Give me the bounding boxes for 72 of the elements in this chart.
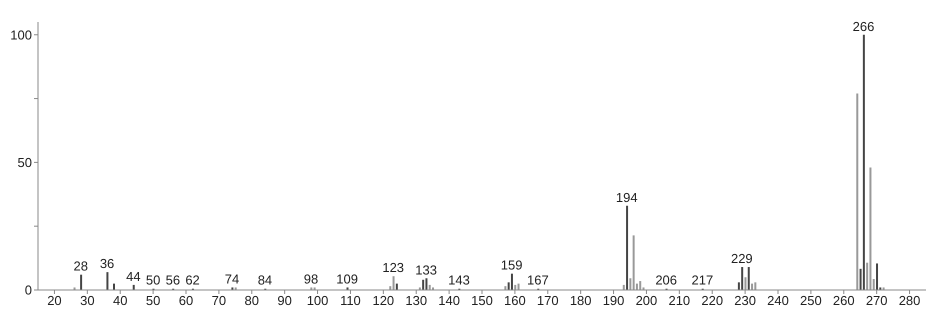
bar	[626, 206, 628, 290]
bar	[754, 282, 756, 290]
x-tick-label: 90	[277, 293, 292, 308]
x-tick-label: 40	[112, 293, 128, 308]
bar	[422, 280, 424, 290]
x-tick-label: 110	[340, 293, 361, 308]
bar	[510, 274, 513, 290]
bar	[518, 284, 520, 290]
annotation: 109	[336, 271, 358, 286]
annotation: 229	[730, 251, 753, 266]
bar	[876, 263, 878, 290]
bar	[113, 284, 115, 290]
x-tick-label: 150	[471, 293, 493, 308]
annotation: 167	[527, 272, 549, 288]
bar	[862, 34, 865, 290]
annotation: 123	[382, 260, 404, 276]
annotation: 50	[146, 272, 160, 288]
bar	[748, 267, 750, 290]
y-tick-label: 100	[10, 27, 32, 42]
annotation: 28	[74, 258, 88, 274]
x-tick-label: 210	[668, 293, 690, 308]
x-tick-label: 260	[832, 293, 855, 308]
x-tick-label: 240	[767, 293, 789, 308]
bar	[396, 284, 398, 290]
x-tick-label: 190	[602, 293, 624, 308]
bar	[639, 281, 642, 290]
bar	[751, 284, 754, 290]
annotation: 194	[616, 190, 638, 205]
bar	[856, 93, 858, 290]
bar	[741, 267, 744, 290]
annotation: 56	[166, 272, 180, 288]
x-tick-label: 100	[306, 293, 328, 308]
x-tick-label: 70	[212, 293, 226, 308]
annotation: 143	[448, 272, 470, 288]
x-tick-label: 140	[438, 293, 460, 308]
x-tick-label: 220	[701, 293, 724, 308]
annotation: 217	[692, 272, 714, 288]
annotation: 159	[500, 258, 522, 273]
annotation: 36	[100, 256, 114, 272]
x-tick-label: 160	[504, 293, 526, 308]
bar	[869, 167, 872, 290]
annotation: 266	[852, 18, 874, 34]
x-tick-label: 60	[178, 293, 194, 308]
x-tick-label: 50	[146, 293, 160, 308]
x-tick-label: 20	[47, 293, 62, 308]
x-tick-label: 270	[866, 293, 888, 308]
x-tick-label: 80	[244, 293, 260, 308]
bar	[632, 235, 635, 290]
bar	[425, 278, 428, 290]
bar	[106, 272, 108, 290]
annotation: 206	[655, 272, 678, 288]
x-tick-label: 200	[636, 293, 658, 308]
x-tick-label: 280	[898, 293, 920, 308]
y-tick-label: 50	[18, 154, 32, 170]
x-tick-label: 130	[405, 293, 428, 308]
bar	[744, 277, 746, 290]
annotation: 74	[224, 271, 240, 286]
bar	[392, 276, 395, 290]
x-tick-label: 120	[372, 293, 394, 308]
annotation: 133	[415, 262, 437, 278]
x-tick-label: 180	[570, 293, 592, 308]
x-tick-label: 230	[734, 293, 756, 308]
y-tick-label: 0	[24, 282, 32, 298]
annotation: 84	[258, 272, 272, 288]
annotation: 98	[304, 271, 318, 286]
bar	[80, 274, 82, 290]
annotation: 62	[185, 272, 200, 288]
x-tick-label: 250	[800, 293, 822, 308]
annotation: 44	[126, 268, 141, 284]
x-tick-label: 170	[536, 293, 559, 308]
bar	[504, 286, 506, 290]
x-tick-label: 30	[80, 293, 95, 308]
